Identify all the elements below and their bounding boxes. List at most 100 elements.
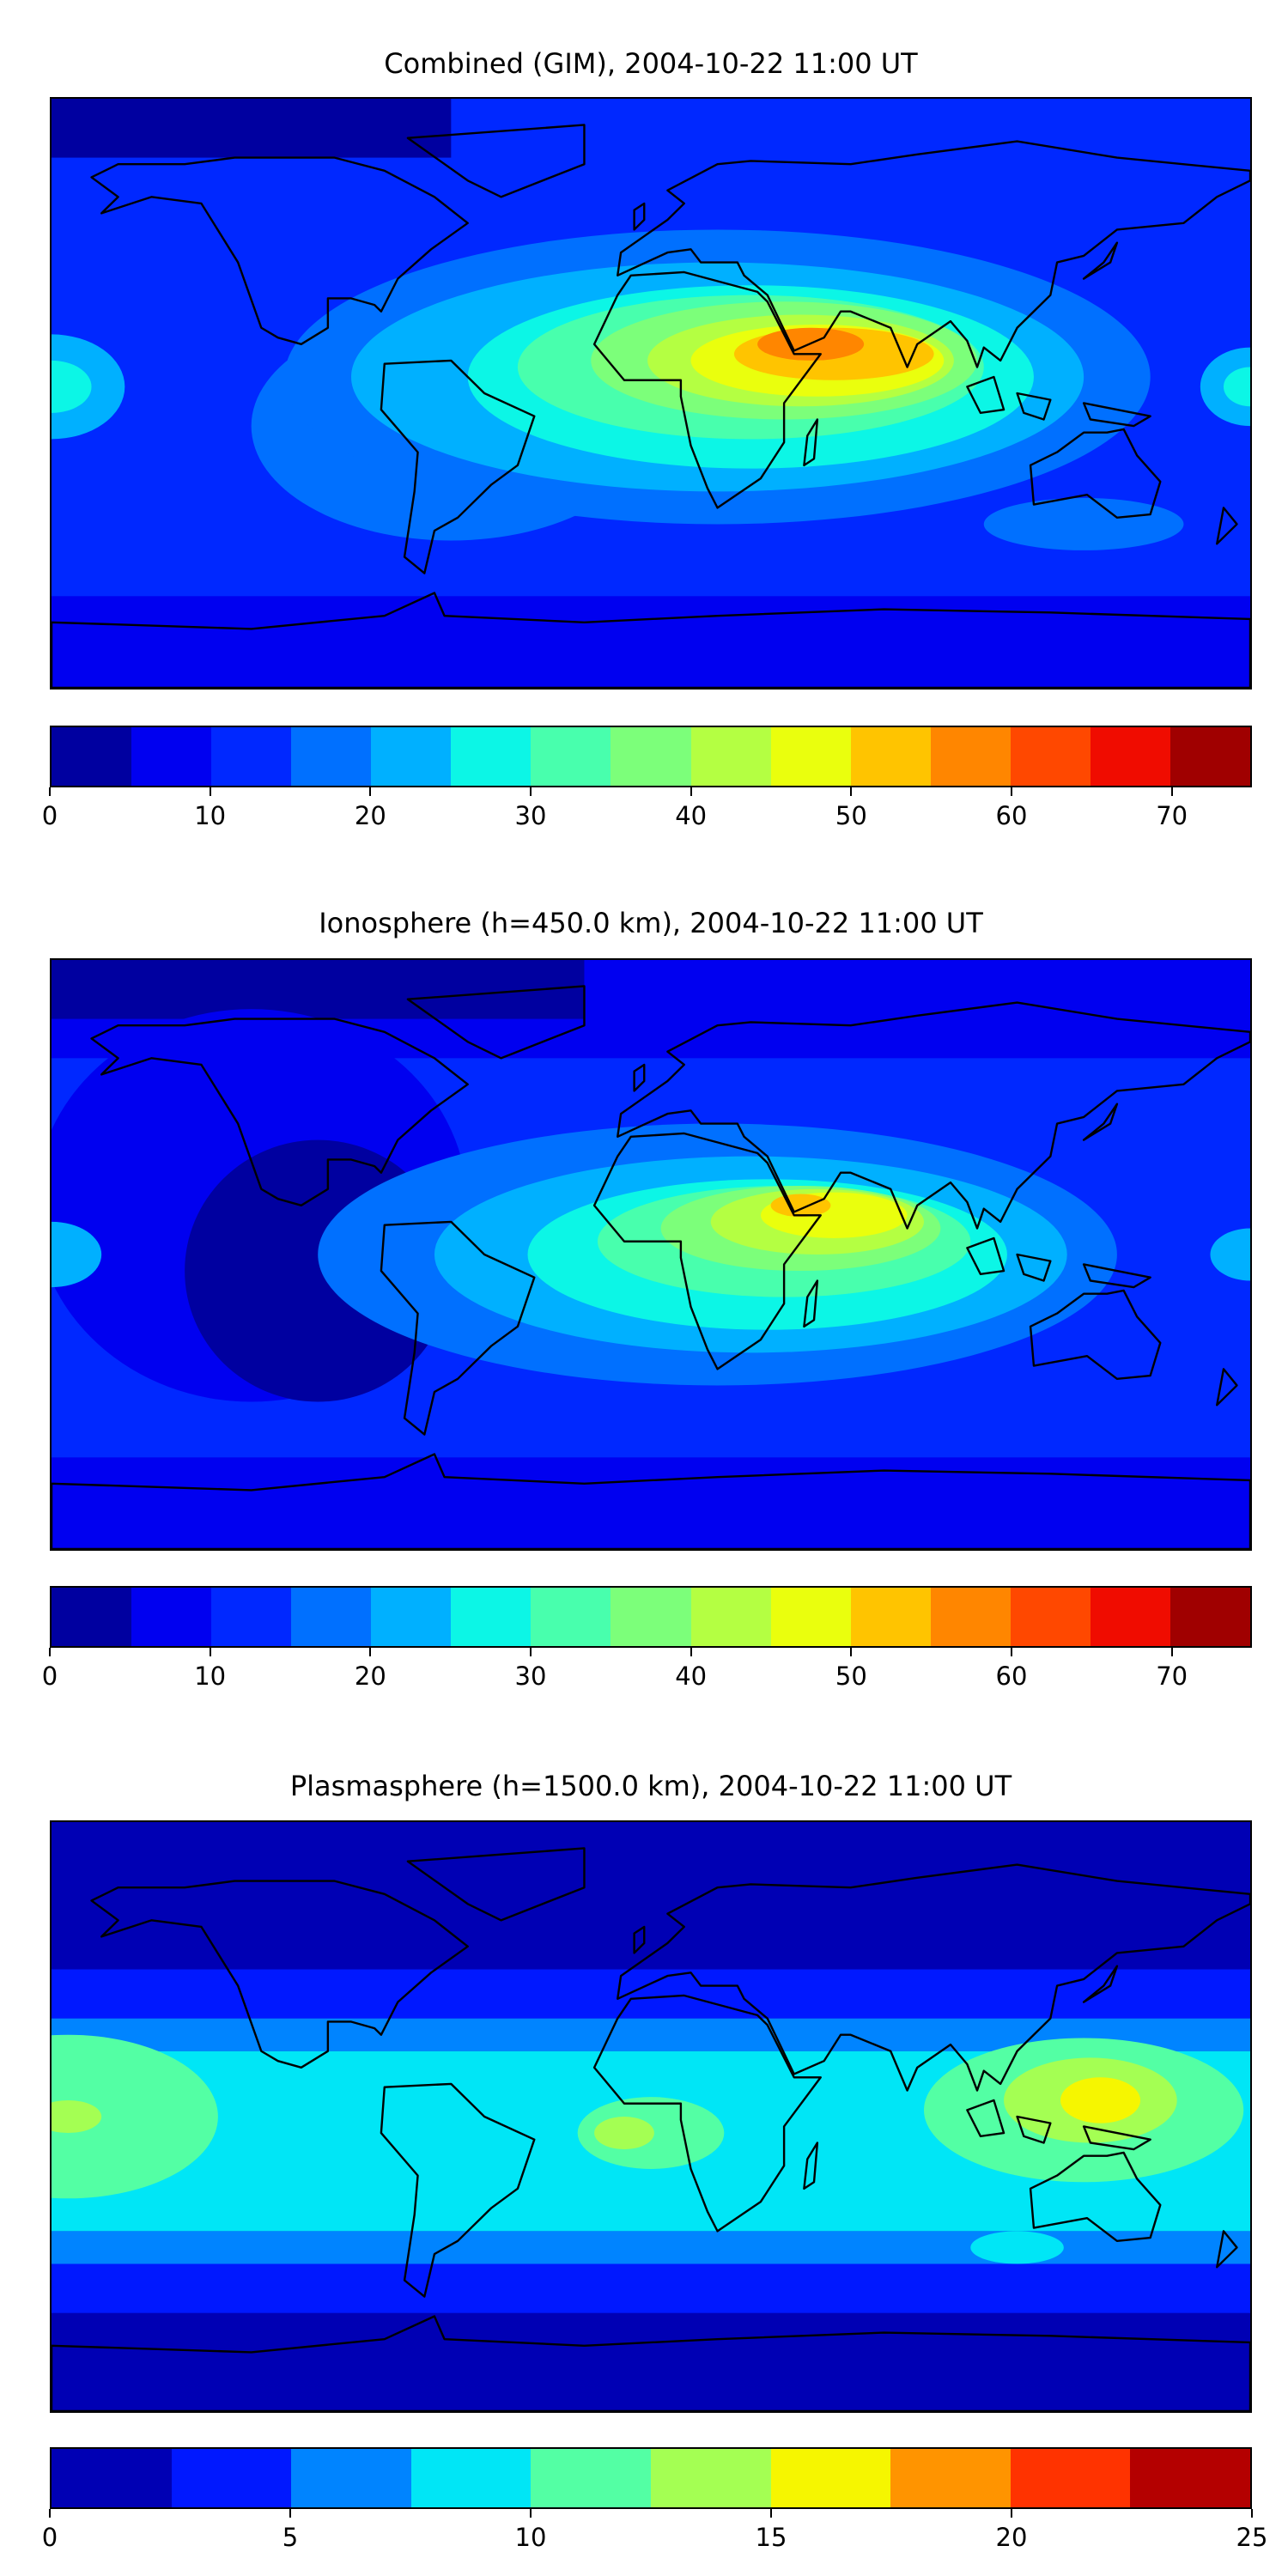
colorbar-segment <box>650 2449 771 2507</box>
contour-region <box>594 2117 654 2150</box>
colorbar-tick <box>690 1648 692 1656</box>
colorbar-tick-label: 0 <box>41 2523 58 2552</box>
colorbar-tick-label: 50 <box>835 801 867 830</box>
colorbar-tick <box>289 2509 291 2518</box>
map-combined <box>50 97 1252 690</box>
colorbar-segment <box>410 2449 532 2507</box>
colorbar-segment <box>211 1588 292 1646</box>
colorbar-tick <box>530 1648 532 1656</box>
colorbar-tick-label: 50 <box>835 1662 867 1691</box>
colorbar-tick <box>209 787 211 796</box>
colorbar-segment <box>611 727 691 786</box>
colorbar-segment <box>531 2449 651 2507</box>
colorbar-segment <box>52 2449 172 2507</box>
colorbar-tick <box>209 1648 211 1656</box>
field-band <box>52 1969 1250 2019</box>
coastline <box>1084 1966 1117 2002</box>
contour-region <box>52 2099 102 2134</box>
colorbar-ticks-ionosphere: 0 10 20 30 40 50 60 70 <box>42 1648 1252 1699</box>
map-plasmasphere <box>50 1820 1252 2413</box>
colorbar-tick-label: 20 <box>995 2523 1028 2552</box>
contour-region <box>1210 1228 1250 1281</box>
coastline <box>967 1238 1004 1274</box>
coastline <box>1084 2126 1151 2149</box>
contour-region <box>770 1194 831 1218</box>
colorbar-tick <box>1011 1648 1012 1656</box>
colorbar-segment <box>1010 2449 1131 2507</box>
coastline <box>635 1927 645 1953</box>
coastline <box>408 986 585 1058</box>
colorbar-tick-label: 30 <box>514 801 547 830</box>
colorbar-segment <box>52 727 132 786</box>
contour-region <box>983 497 1184 550</box>
field-band <box>52 1457 1250 1549</box>
coastline <box>1030 429 1160 518</box>
colorbar-tick-label: 15 <box>755 2523 787 2552</box>
colorbar-segment <box>291 2449 411 2507</box>
map-title-plasmasphere: Plasmasphere (h=1500.0 km), 2004-10-22 1… <box>289 1770 1012 1802</box>
coastline <box>52 592 1250 688</box>
coastline <box>804 419 817 465</box>
colorbar-tick <box>530 787 532 796</box>
coastline <box>1084 1264 1151 1287</box>
colorbar-tick-label: 40 <box>675 1662 708 1691</box>
coastline <box>967 377 1004 413</box>
colorbar-tick <box>850 787 853 796</box>
colorbar-tick <box>690 787 692 796</box>
coastline <box>1030 2153 1160 2241</box>
colorbar-tick <box>1170 787 1173 796</box>
colorbar-segment <box>131 1588 212 1646</box>
colorbar-segment <box>1130 2449 1250 2507</box>
coastline <box>381 2084 534 2297</box>
colorbar-tick <box>1011 787 1012 796</box>
field-band <box>52 960 585 1019</box>
contour-region <box>52 1221 102 1288</box>
colorbar-tick <box>1011 2509 1012 2518</box>
colorbar-combined <box>50 726 1252 787</box>
colorbar-segment <box>850 727 931 786</box>
coastline <box>52 1454 1250 1549</box>
coastline <box>92 1019 468 1206</box>
coastline <box>617 1003 1250 1229</box>
colorbar-segment <box>371 727 452 786</box>
colorbar-tick <box>1170 1648 1173 1656</box>
colorbar-segment <box>1010 1588 1091 1646</box>
colorbar-segment <box>211 727 292 786</box>
coastline <box>1084 403 1151 426</box>
colorbar-ticks-plasmasphere: 0 5 10 15 20 25 <box>42 2509 1267 2561</box>
coastline <box>1084 1104 1117 1140</box>
coastline <box>804 1280 817 1326</box>
colorbar-tick <box>770 2509 772 2518</box>
colorbar-segment <box>1010 727 1091 786</box>
colorbar-tick-label: 60 <box>995 1662 1028 1691</box>
colorbar-segment <box>850 1588 931 1646</box>
colorbar-tick-label: 60 <box>995 801 1028 830</box>
coastline <box>617 1865 1250 2091</box>
coastline <box>1217 2231 1236 2267</box>
colorbar-segment <box>1170 1588 1250 1646</box>
colorbar-segment <box>890 2449 1011 2507</box>
coastline <box>1030 1291 1160 1379</box>
field-band <box>52 2231 1250 2264</box>
colorbar-segment <box>451 727 532 786</box>
colorbar-segment <box>171 2449 292 2507</box>
colorbar-ionosphere <box>50 1586 1252 1648</box>
colorbar-tick <box>369 1648 372 1656</box>
coastline <box>92 158 468 344</box>
field-band <box>52 99 452 158</box>
colorbar-segment <box>451 1588 532 1646</box>
colorbar-segment <box>1170 727 1250 786</box>
colorbar-tick-label: 40 <box>675 801 708 830</box>
colorbar-tick <box>850 1648 853 1656</box>
colorbar-segment <box>131 727 212 786</box>
colorbar-segment <box>930 727 1011 786</box>
colorbar-segment <box>770 2449 891 2507</box>
coastline <box>408 125 585 197</box>
colorbar-tick-label: 0 <box>41 1662 58 1691</box>
coastline <box>617 142 1250 368</box>
colorbar-tick-label: 10 <box>194 1662 227 1691</box>
coastline <box>1217 1369 1236 1405</box>
coastline <box>594 272 821 507</box>
colorbar-tick-label: 0 <box>41 801 58 830</box>
colorbar-tick-label: 20 <box>354 801 386 830</box>
